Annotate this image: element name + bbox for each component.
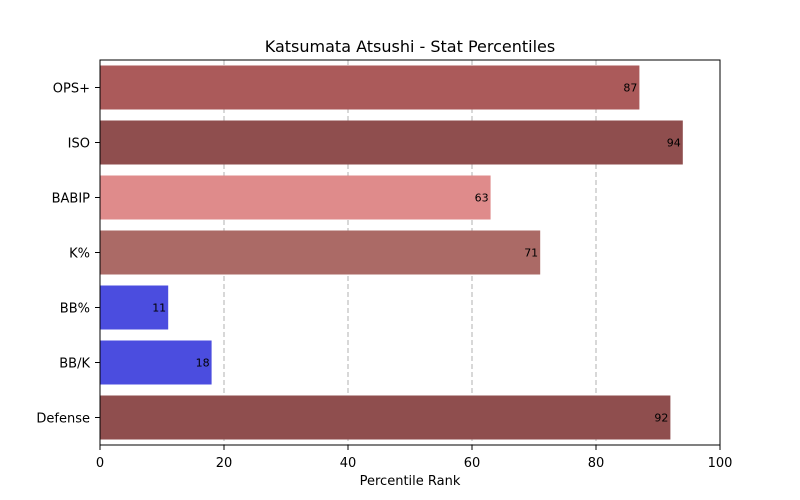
y-tick-label: BABIP <box>52 192 91 207</box>
bar <box>100 65 640 110</box>
bar <box>100 285 169 330</box>
bar-value-label: 71 <box>524 247 538 260</box>
y-tick-label: Defense <box>36 412 90 427</box>
bar <box>100 120 683 165</box>
bar <box>100 230 541 275</box>
bar-value-label: 18 <box>196 357 210 370</box>
y-tick-label: OPS+ <box>53 82 90 97</box>
bar <box>100 395 671 440</box>
bar <box>100 340 212 385</box>
bar-value-label: 92 <box>654 412 668 425</box>
x-axis-title: Percentile Rank <box>360 474 461 489</box>
bar-value-label: 87 <box>623 82 637 95</box>
y-tick-label: BB/K <box>59 357 90 372</box>
y-tick-label: BB% <box>60 302 90 317</box>
x-tick-label: 40 <box>340 456 357 471</box>
x-tick-label: 80 <box>588 456 605 471</box>
bar <box>100 175 491 220</box>
x-tick-label: 100 <box>708 456 733 471</box>
x-tick-label: 0 <box>96 456 104 471</box>
y-axis: OPS+ ISO BABIP K% BB% BB/K Defense <box>36 82 100 427</box>
x-axis: 0 20 40 60 80 100 <box>96 445 733 471</box>
bar-value-label: 11 <box>152 302 166 315</box>
y-tick-label: ISO <box>68 137 90 152</box>
bars: 87 94 63 71 11 18 92 <box>100 65 683 440</box>
y-tick-label: K% <box>69 247 90 262</box>
bar-value-label: 94 <box>667 137 681 150</box>
x-tick-label: 20 <box>216 456 233 471</box>
bar-value-label: 63 <box>475 192 489 205</box>
chart-title: Katsumata Atsushi - Stat Percentiles <box>265 37 555 56</box>
x-tick-label: 60 <box>464 456 481 471</box>
